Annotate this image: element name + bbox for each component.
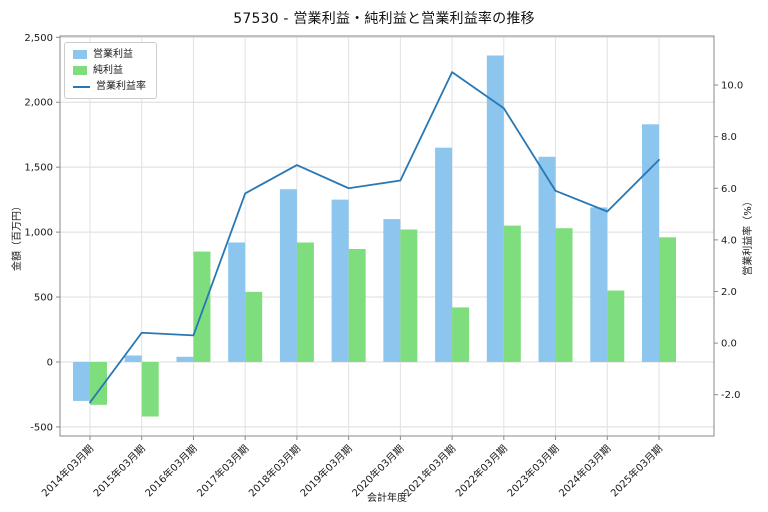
- bar-営業利益: [73, 361, 90, 401]
- bar-営業利益: [331, 199, 349, 362]
- x-tick-label: 2014年03月期: [39, 442, 96, 499]
- bar-営業利益: [486, 55, 504, 362]
- bar-純利益: [555, 228, 573, 362]
- legend-label-operating-profit: 営業利益: [93, 49, 133, 60]
- bar-純利益: [452, 307, 470, 362]
- bar-営業利益: [435, 147, 453, 362]
- x-tick-label: 2021年03月期: [401, 442, 458, 499]
- y-tick-label-right: 6.0: [721, 184, 737, 195]
- bar-純利益: [659, 237, 676, 362]
- legend-item-operating-margin: 営業利益率: [73, 81, 146, 92]
- x-tick-label: 2023年03月期: [504, 442, 561, 499]
- x-tick-label: 2015年03月期: [90, 442, 147, 499]
- legend-swatch-net-profit-bar: [73, 66, 87, 75]
- bar-営業利益: [176, 356, 194, 362]
- y-tick-label-left: 1,500: [24, 163, 53, 174]
- x-tick-label: 2017年03月期: [194, 442, 251, 499]
- line-営業利益率: [89, 71, 660, 404]
- bar-純利益: [296, 242, 314, 362]
- bar-純利益: [503, 225, 521, 362]
- legend-item-operating-profit: 営業利益: [73, 49, 146, 60]
- y-tick-label-right: -2.0: [721, 390, 741, 401]
- x-tick-label: 2018年03月期: [246, 442, 303, 499]
- legend-label-net-profit: 純利益: [93, 65, 123, 76]
- bar-営業利益: [279, 189, 297, 362]
- x-tick-label: 2025年03月期: [608, 442, 665, 499]
- plot-layers: -500 0 500 1,000 1,500 2,000 2,500 -2.0 0.0 2.0 4.…: [24, 33, 743, 500]
- y-tick-label-right: 4.0: [721, 235, 737, 246]
- y-axis-label-left: 金額（百万円）: [10, 201, 23, 271]
- x-tick-label: 2022年03月期: [453, 442, 510, 499]
- y-tick-label-left: 0: [47, 357, 53, 368]
- bar-純利益: [400, 229, 418, 362]
- x-tick-label: 2016年03月期: [142, 442, 199, 499]
- y-tick-label-left: -500: [30, 422, 53, 433]
- x-tick-label: 2020年03月期: [349, 442, 406, 499]
- bar-営業利益: [538, 156, 556, 362]
- y-tick-label-right: 2.0: [721, 287, 737, 298]
- y-tick-label-left: 2,500: [24, 33, 53, 44]
- bar-営業利益: [642, 124, 659, 362]
- y-tick-label-left: 1,000: [24, 228, 53, 239]
- legend-swatch-operating-margin-line: [73, 85, 90, 88]
- bar-営業利益: [383, 219, 401, 362]
- legend-label-operating-margin: 営業利益率: [96, 81, 146, 92]
- bar-純利益: [141, 361, 159, 417]
- legend-item-net-profit: 純利益: [73, 65, 146, 76]
- bar-純利益: [90, 361, 107, 405]
- legend: 営業利益 純利益 営業利益率: [64, 42, 157, 99]
- bar-純利益: [245, 291, 263, 362]
- bar-純利益: [607, 290, 625, 362]
- y-tick-label-left: 500: [34, 293, 53, 304]
- y-tick-label-right: 8.0: [721, 132, 737, 143]
- bar-純利益: [348, 248, 366, 362]
- x-axis-label: 会計年度: [367, 491, 407, 504]
- x-tick-label: 2024年03月期: [556, 442, 613, 499]
- bar-営業利益: [228, 242, 246, 362]
- chart-title: 57530 - 営業利益・純利益と営業利益率の推移: [233, 11, 535, 27]
- y-tick-label-right: 0.0: [721, 339, 737, 350]
- y-axis-label-right: 営業利益率（%）: [741, 196, 754, 276]
- bar-営業利益: [590, 207, 608, 362]
- x-tick-label: 2019年03月期: [297, 442, 354, 499]
- y-tick-label-left: 2,000: [24, 98, 53, 109]
- legend-swatch-operating-profit-bar: [73, 50, 87, 59]
- bar-純利益: [193, 251, 211, 362]
- plot-frame: [59, 35, 715, 437]
- bar-営業利益: [124, 355, 142, 362]
- y-tick-label-right: 10.0: [721, 81, 743, 92]
